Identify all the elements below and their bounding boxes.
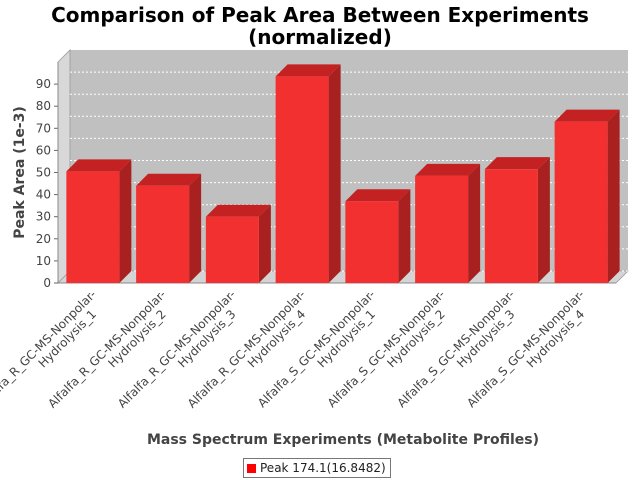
bar-front bbox=[345, 201, 399, 283]
y-tick-label: 10 bbox=[36, 254, 51, 268]
x-tick-label: Alfalfa_S_GC-MS-Nonpolar-Hydrolysis_2 bbox=[325, 287, 458, 420]
legend: Peak 174.1(16.8482) bbox=[243, 458, 391, 478]
bar-front bbox=[415, 175, 469, 283]
bar bbox=[484, 157, 550, 283]
bar bbox=[66, 159, 132, 283]
bar-side bbox=[258, 204, 271, 283]
bars bbox=[66, 64, 620, 284]
bar-top bbox=[205, 204, 271, 217]
bar-side bbox=[398, 189, 411, 283]
bar-top bbox=[554, 109, 620, 122]
bar-top bbox=[415, 163, 481, 176]
bar bbox=[345, 189, 411, 283]
bar-side bbox=[189, 173, 202, 283]
bar-side bbox=[328, 64, 341, 284]
legend-swatch bbox=[247, 463, 256, 473]
bar-front bbox=[136, 185, 190, 283]
y-tick-label: 60 bbox=[36, 143, 51, 157]
y-axis-title: Peak Area (1e-3) bbox=[12, 106, 28, 239]
bar bbox=[205, 204, 271, 283]
bar bbox=[275, 64, 341, 284]
y-axis: 0 10 20 30 40 50 60 70 80 90 bbox=[36, 77, 51, 290]
y-tick-label: 0 bbox=[43, 276, 51, 290]
x-tick-label: Alfalfa_R_GC-MS-Nonpolar-Hydrolysis_4 bbox=[185, 287, 318, 420]
bar-top bbox=[275, 64, 341, 77]
chart-subtitle: (normalized) bbox=[248, 25, 392, 49]
x-tick-label: Alfalfa_S_GC-MS-Nonpolar-Hydrolysis_1 bbox=[255, 287, 388, 420]
bar-top bbox=[66, 159, 132, 172]
y-tick-label: 90 bbox=[36, 77, 51, 91]
bar-front bbox=[66, 171, 120, 283]
bar-front bbox=[205, 216, 259, 283]
bar-top bbox=[136, 173, 202, 186]
bar-side bbox=[468, 163, 481, 283]
x-tick-label: Alfalfa_R_GC-MS-Nonpolar-Hydrolysis_3 bbox=[115, 287, 248, 420]
y-tick-label: 70 bbox=[36, 121, 51, 135]
legend-label: Peak 174.1(16.8482) bbox=[260, 461, 386, 475]
x-tick-label: Alfalfa_R_GC-MS-Nonpolar-Hydrolysis_2 bbox=[45, 287, 178, 420]
bar-top bbox=[345, 189, 411, 202]
bar-side bbox=[607, 109, 620, 283]
bar-front bbox=[275, 76, 329, 284]
x-tick-label: Alfalfa_S_GC-MS-Nonpolar-Hydrolysis_3 bbox=[394, 287, 527, 420]
bar-side bbox=[537, 157, 550, 283]
bar bbox=[415, 163, 481, 283]
bar-front bbox=[484, 169, 538, 283]
bar-front bbox=[554, 121, 608, 283]
y-tick-label: 50 bbox=[36, 166, 51, 180]
y-tick-label: 20 bbox=[36, 232, 51, 246]
bar-top bbox=[484, 157, 550, 170]
y-tick-label: 40 bbox=[36, 188, 51, 202]
bar bbox=[136, 173, 202, 283]
chart-title: Comparison of Peak Area Between Experime… bbox=[51, 3, 589, 27]
y-tick-label: 80 bbox=[36, 99, 51, 113]
bar bbox=[554, 109, 620, 283]
bar-side bbox=[119, 159, 132, 283]
x-axis-title: Mass Spectrum Experiments (Metabolite Pr… bbox=[147, 432, 539, 448]
y-tick-label: 30 bbox=[36, 210, 51, 224]
x-tick-label: Alfalfa_S_GC-MS-Nonpolar-Hydrolysis_4 bbox=[464, 287, 597, 420]
